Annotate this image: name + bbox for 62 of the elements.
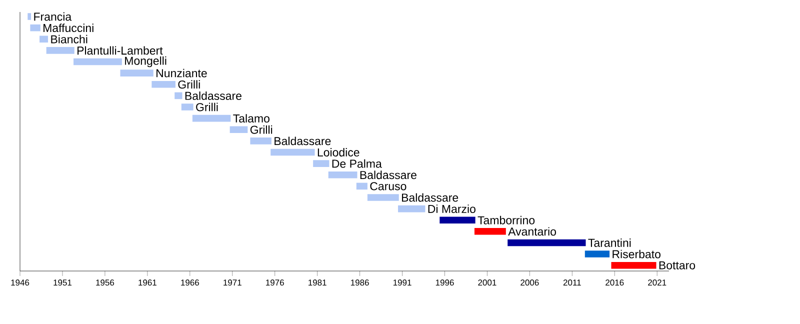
y-tick-label: Mongelli [125,56,166,68]
x-tick-label: 1981 [308,280,326,286]
y-tick-label: Maffuccini [44,24,94,32]
bar [30,24,40,32]
bar [440,216,476,224]
x-tick-label: 2011 [563,280,581,286]
bar [367,194,399,201]
y-tick-label: Francia [34,12,72,21]
x-tick-label: 2016 [606,280,624,286]
bar [474,228,506,235]
bar [120,70,154,76]
bar [152,80,176,88]
bar [230,126,248,134]
y-tick-label: Grilli [178,80,200,89]
y-tick-label: Talamo [233,114,270,123]
y-tick-label: Tarantini [588,238,631,247]
bar [74,58,122,66]
y-tick-label: Bottaro [659,261,696,270]
x-tick-label: 1966 [181,280,199,286]
y-tick-label: Baldassare [360,170,416,180]
x-tick-label: 1991 [393,280,412,286]
y-tick-label: Di Marzio [428,204,476,214]
x-tick-label: 2006 [520,280,539,286]
y-tick-label: Avantario [508,227,556,236]
y-tick-label: Riserbato [612,250,660,258]
y-tick-label: Grilli [196,102,218,112]
x-tick-label: 1986 [350,280,369,286]
y-tick-label: De Palma [332,159,382,168]
bar [313,160,330,167]
bar [174,92,182,100]
y-tick-label: Nunziante [156,68,207,78]
x-tick-label: 1946 [11,280,30,286]
y-tick-label: Baldassare [402,193,458,202]
y-tick-label: Grilli [250,125,272,134]
y-tick-label: Baldassare [185,91,242,100]
bar [40,36,48,43]
bar [46,47,74,54]
x-tick-label: 1976 [266,280,284,286]
bar [584,250,610,258]
bar [611,262,656,269]
x-tick-label: 2001 [478,280,496,286]
x-tick-label: 1956 [96,280,114,286]
bar [250,138,272,144]
x-tick-label: 1971 [224,280,242,286]
bar [356,182,368,190]
bar [508,239,586,246]
bar [181,104,194,110]
y-tick-label: Bianchi [51,34,88,44]
y-tick-label: Plantulli-Lambert [78,46,163,55]
bar [28,13,32,20]
x-tick-label: 2021 [648,280,666,286]
x-tick-label: 1961 [138,280,156,286]
x-tick-label: 1996 [436,280,454,286]
y-tick-label: Baldassare [274,136,331,146]
y-tick-label: Caruso [370,182,406,190]
y-tick-label: Loiodice [318,148,360,156]
y-tick-label: Tamborrino [478,216,535,224]
x-tick-label: 1951 [54,280,72,286]
bar [398,205,426,212]
bar [328,171,358,178]
bar [192,114,231,122]
bar [270,148,315,156]
